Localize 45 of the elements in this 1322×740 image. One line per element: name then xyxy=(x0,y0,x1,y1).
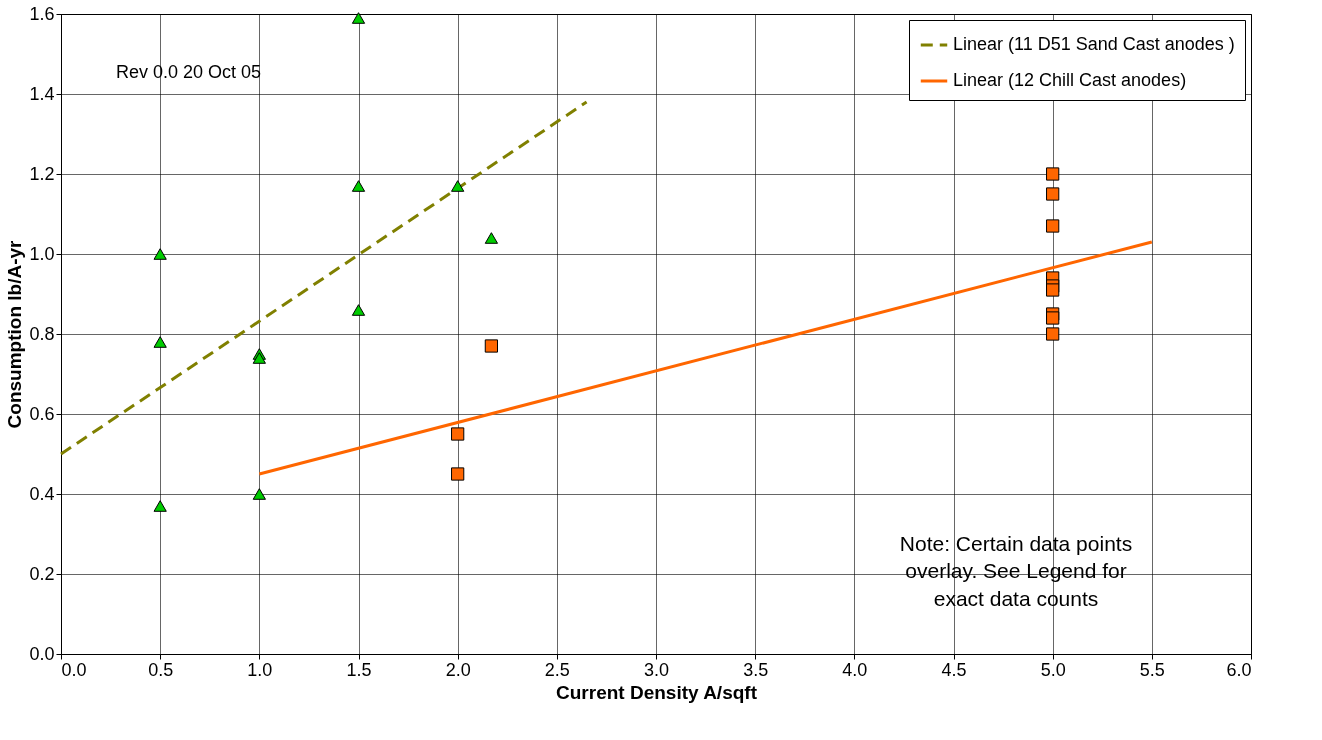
y-tick-label: 0.2 xyxy=(29,563,55,584)
point xyxy=(451,427,465,441)
point xyxy=(351,304,366,316)
point xyxy=(484,339,499,353)
x-tick-label: 6.0 xyxy=(1226,659,1252,680)
y-tick-label: 0.0 xyxy=(29,643,55,664)
x-tick-label: 0.5 xyxy=(148,659,174,680)
y-tick-label: 0.4 xyxy=(29,483,55,504)
x-tick-label: 4.0 xyxy=(842,659,868,680)
point xyxy=(1046,187,1060,201)
x-tick-label: 1.0 xyxy=(247,659,273,680)
x-tick-label: 2.0 xyxy=(445,659,471,680)
point xyxy=(351,12,366,24)
point xyxy=(1046,283,1060,297)
y-tick-label: 0.8 xyxy=(29,323,55,344)
x-axis-title: Current Density A/sqft xyxy=(556,681,758,703)
y-tick-label: 1.6 xyxy=(29,3,55,24)
point xyxy=(252,488,266,500)
point xyxy=(451,467,465,481)
y-tick-label: 0.6 xyxy=(29,403,55,424)
y-tick-label: 1.0 xyxy=(29,243,55,264)
point xyxy=(153,248,167,260)
y-tick-label: 1.2 xyxy=(29,163,55,184)
legend-label: Linear (12 Chill Cast anodes) xyxy=(953,70,1187,90)
x-tick-label: 5.5 xyxy=(1139,659,1165,680)
x-tick-label: 4.5 xyxy=(941,659,967,680)
y-axis-title: Consumption lb/A-yr xyxy=(4,239,26,429)
point xyxy=(252,352,266,364)
point xyxy=(451,180,465,192)
x-tick-label: 3.5 xyxy=(743,659,769,680)
y-tick-label: 1.4 xyxy=(29,83,55,104)
point xyxy=(1046,327,1060,341)
point xyxy=(484,232,499,244)
legend-label: Linear (11 D51 Sand Cast anodes ) xyxy=(953,34,1235,54)
point xyxy=(1046,167,1060,181)
x-tick-label: 2.5 xyxy=(544,659,570,680)
point xyxy=(1046,311,1060,325)
point xyxy=(153,500,167,512)
x-tick-label: 3.0 xyxy=(643,659,670,680)
point xyxy=(351,180,366,192)
x-tick-label: 5.0 xyxy=(1040,659,1066,680)
x-tick-label: 0.0 xyxy=(61,659,87,680)
point xyxy=(153,336,167,348)
x-tick-label: 1.5 xyxy=(346,659,372,680)
point xyxy=(1046,219,1060,233)
